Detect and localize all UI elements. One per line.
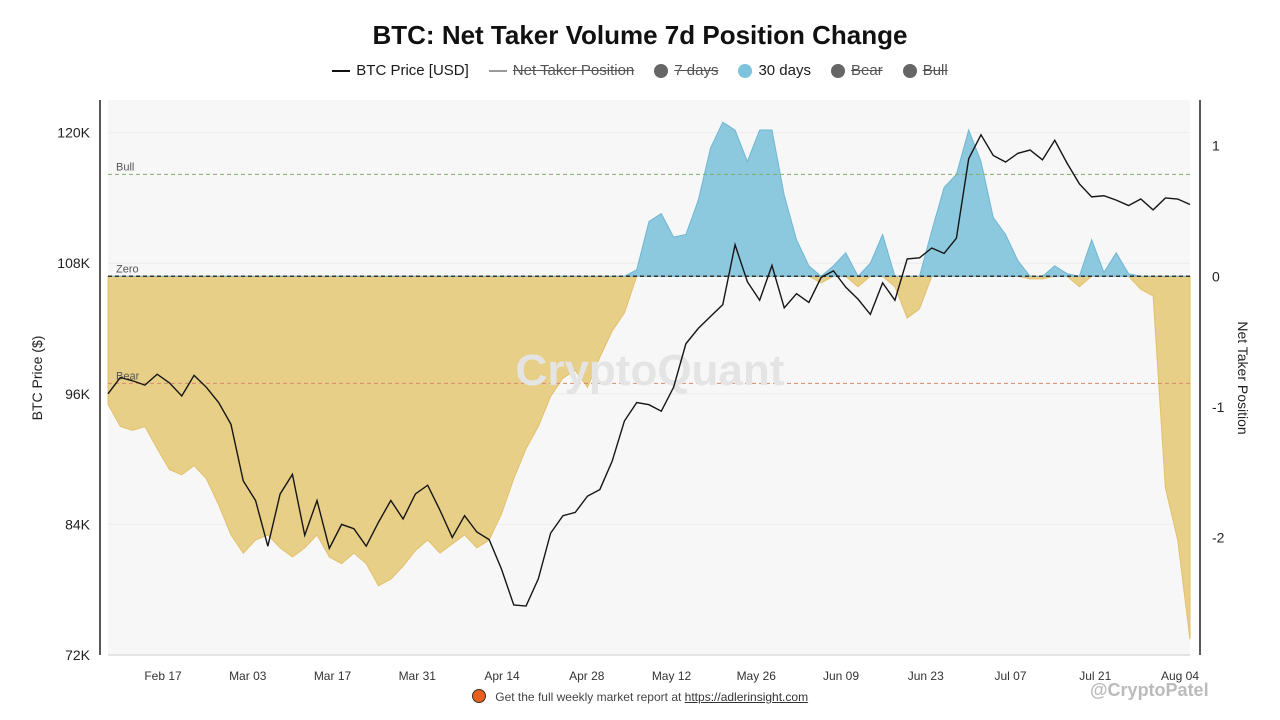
x-tick-label: Jul 07 [994, 669, 1026, 683]
footer: Get the full weekly market report at htt… [0, 689, 1280, 704]
report-icon [471, 689, 486, 703]
x-tick-label: Apr 14 [484, 669, 520, 683]
x-tick-label: May 12 [652, 669, 692, 683]
x-tick-label: Jun 23 [908, 669, 944, 683]
left-tick-label: 72K [65, 647, 91, 663]
legend: BTC Price [USD] Net Taker Position 7 days 3… [0, 62, 1280, 79]
legend-dot-swatch [902, 63, 917, 78]
reference-label-bear: Bear [116, 370, 140, 382]
left-tick-label: 108K [57, 255, 90, 271]
legend-dot-swatch [831, 63, 845, 78]
legend-item-30-days[interactable]: 30 days [738, 62, 811, 79]
legend-dot-swatch [738, 63, 753, 78]
legend-item-bull[interactable]: Bull [902, 62, 948, 79]
legend-item-net-taker-position[interactable]: Net Taker Position [488, 62, 635, 79]
x-tick-label: Mar 17 [314, 669, 352, 683]
left-tick-label: 96K [65, 386, 91, 402]
right-tick-label: -1 [1212, 399, 1225, 415]
watermark-center: CryptoQuant [516, 346, 785, 395]
reference-label-zero: Zero [116, 263, 139, 275]
x-tick-label: Apr 28 [569, 669, 605, 683]
x-tick-label: Mar 03 [229, 669, 267, 683]
left-axis-label: BTC Price ($) [29, 336, 45, 421]
chart-title: BTC: Net Taker Volume 7d Position Change [372, 20, 908, 50]
x-tick-label: Feb 17 [144, 669, 182, 683]
legend-item-btc-price-usd[interactable]: BTC Price [USD] [332, 62, 469, 79]
right-axis-label: Net Taker Position [1235, 321, 1251, 434]
legend-label: Net Taker Position [512, 62, 635, 79]
btc-price-line [107, 133, 1191, 607]
legend-item-bear[interactable]: Bear [831, 62, 883, 79]
x-tick-label: May 26 [737, 669, 777, 683]
reference-label-bull: Bull [116, 161, 134, 173]
x-tick-label: Jul 21 [1079, 669, 1111, 683]
legend-label: Bear [851, 62, 883, 79]
legend-label: 7 days [674, 62, 719, 79]
legend-line-swatch [332, 69, 351, 72]
x-tick-label: Aug 04 [1161, 669, 1199, 683]
legend-label: Bull [922, 62, 948, 79]
legend-item-7-days[interactable]: 7 days [654, 62, 718, 79]
legend-dot-swatch [654, 63, 669, 78]
x-tick-label: Jun 09 [823, 669, 859, 683]
right-tick-label: -2 [1212, 529, 1225, 545]
legend-line-swatch [488, 69, 507, 72]
legend-label: BTC Price [USD] [356, 62, 469, 79]
right-tick-label: 0 [1212, 268, 1220, 284]
right-tick-label: 1 [1212, 138, 1220, 154]
footer-link[interactable]: https://adlerinsight.com [684, 690, 809, 704]
legend-label: 30 days [758, 62, 811, 79]
left-tick-label: 120K [57, 125, 90, 141]
watermark-corner: @CryptoPatel [1090, 680, 1209, 700]
x-tick-label: Mar 31 [399, 669, 437, 683]
footer-text: Get the full weekly market report at [495, 690, 682, 704]
left-tick-label: 84K [65, 516, 91, 532]
